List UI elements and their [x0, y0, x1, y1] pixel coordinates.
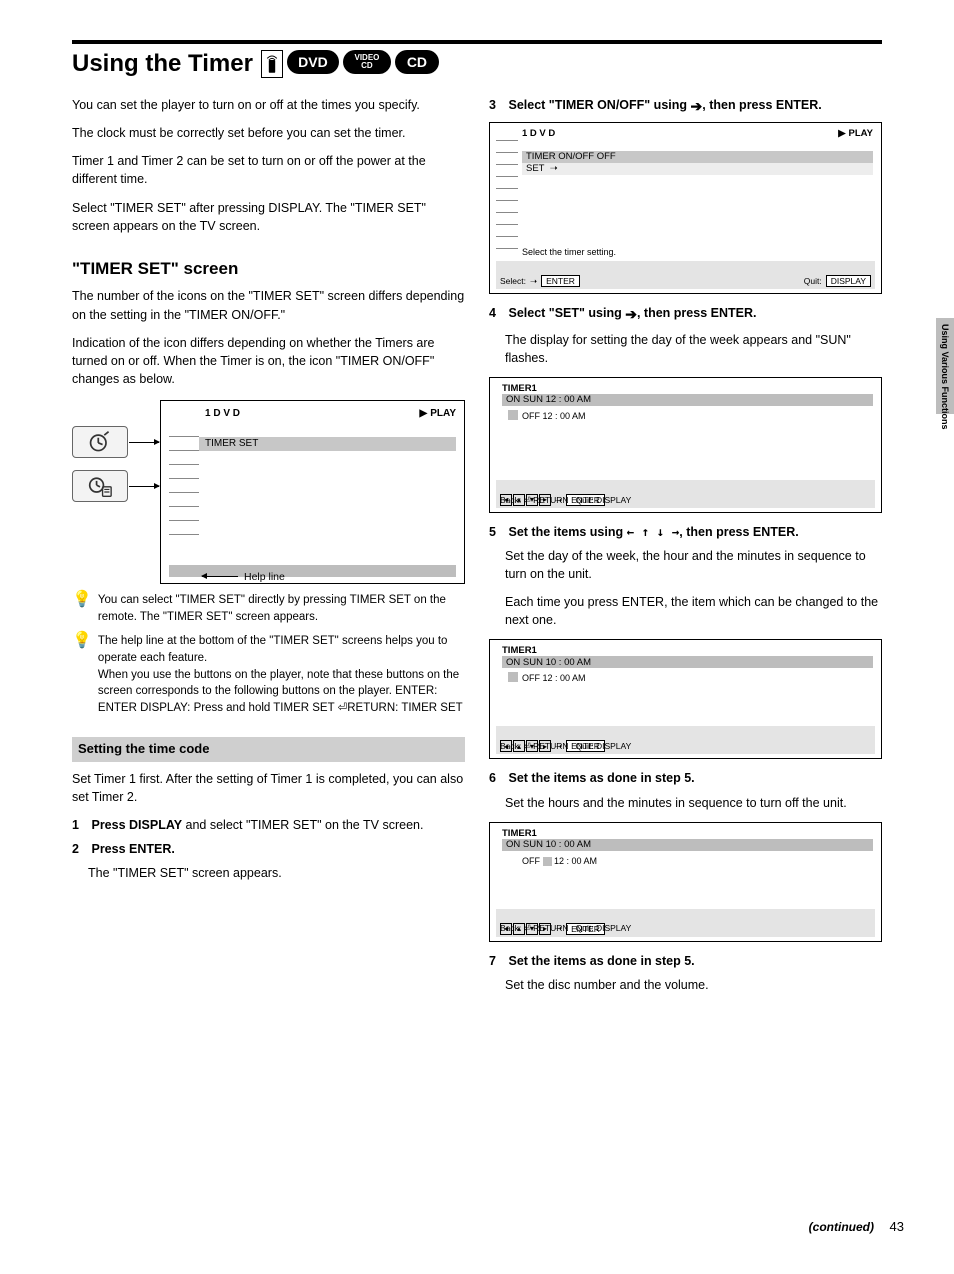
side-tab: Using Various Functions [936, 318, 954, 414]
osd-sel: TIMER SET [205, 437, 258, 452]
format-badges: DVD VIDEOCD CD [261, 50, 439, 78]
r-step7: Set the items as done in step 5. [508, 954, 694, 968]
panel-a: 1 D V DPLAY TIMER ON/OFF OFF SET ➝ Selec… [489, 122, 882, 294]
page-number: 43 [890, 1219, 904, 1234]
tip-1: 💡 You can select "TIMER SET" directly by… [72, 592, 465, 625]
help-line-label: Help line [244, 570, 285, 585]
tc-p1: Set Timer 1 first. After the setting of … [72, 770, 465, 806]
intro-2: The clock must be correctly set before y… [72, 124, 465, 142]
osd-main-panel: 1 D V D PLAY TIMER SET [160, 400, 465, 584]
step2-sub: The "TIMER SET" screen appears. [88, 864, 465, 882]
tip-icon: 💡 [72, 592, 92, 625]
osd-play: PLAY [420, 407, 456, 422]
pA-disc: 1 D V D [522, 127, 555, 141]
remote-icon [261, 50, 283, 78]
timecode-heading: Setting the time code [72, 737, 465, 762]
intro-1: You can set the player to turn on or off… [72, 96, 465, 114]
top-rule [72, 40, 882, 44]
intro-4: Select "TIMER SET" after pressing DISPLA… [72, 199, 465, 235]
timer-heading: "TIMER SET" screen [72, 257, 465, 282]
osd-disc: 1 D V D [205, 407, 240, 422]
r-step3: Select "TIMER ON/OFF" using ➔, then pres… [508, 98, 821, 112]
page-title: Using the Timer [72, 50, 253, 78]
step2-text: Press ENTER. [91, 842, 174, 856]
osd-figure: 1 D V D PLAY TIMER SET Help line [72, 400, 465, 584]
cd-badge: CD [395, 50, 439, 74]
panel-b: TIMER1 ON SUN 12 : 00 AM OFF 12 : 00 AM … [489, 377, 882, 513]
timer-off-icon [72, 426, 128, 458]
r-step5-sub1: Set the day of the week, the hour and th… [505, 547, 882, 583]
right-column: 3 Select "TIMER ON/OFF" using ➔, then pr… [489, 96, 882, 1004]
r-step4-sub: The display for setting the day of the w… [505, 331, 882, 367]
tip-2: 💡 The help line at the bottom of the "TI… [72, 633, 465, 716]
r-step6: Set the items as done in step 5. [508, 771, 694, 785]
continued-label: (continued) [809, 1220, 874, 1234]
r-step5-sub2: Each time you press ENTER, the item whic… [505, 593, 882, 629]
r-step7-sub: Set the disc number and the volume. [505, 976, 882, 994]
dvd-badge: DVD [287, 50, 339, 74]
r-step6-sub: Set the hours and the minutes in sequenc… [505, 794, 882, 812]
timer-p1: The number of the icons on the "TIMER SE… [72, 287, 465, 323]
tip-icon: 💡 [72, 633, 92, 716]
timer-on-icon [72, 470, 128, 502]
left-column: You can set the player to turn on or off… [72, 96, 465, 1004]
intro-3: Timer 1 and Timer 2 can be set to turn o… [72, 152, 465, 188]
panel-c: TIMER1 ON SUN 10 : 00 AM OFF 12 : 00 AM … [489, 639, 882, 759]
pA-play: PLAY [838, 127, 873, 141]
vcd-badge: VIDEOCD [343, 50, 391, 74]
r-step4: Select "SET" using ➔, then press ENTER. [508, 306, 756, 320]
panel-d: TIMER1 ON SUN 10 : 00 AM OFF 12 : 00 AM … [489, 822, 882, 942]
timer-p2: Indication of the icon differs depending… [72, 334, 465, 388]
step1-text: Press DISPLAY and select "TIMER SET" on … [91, 818, 423, 832]
r-step5: Set the items using ← ↑ ↓ →, then press … [508, 525, 798, 539]
